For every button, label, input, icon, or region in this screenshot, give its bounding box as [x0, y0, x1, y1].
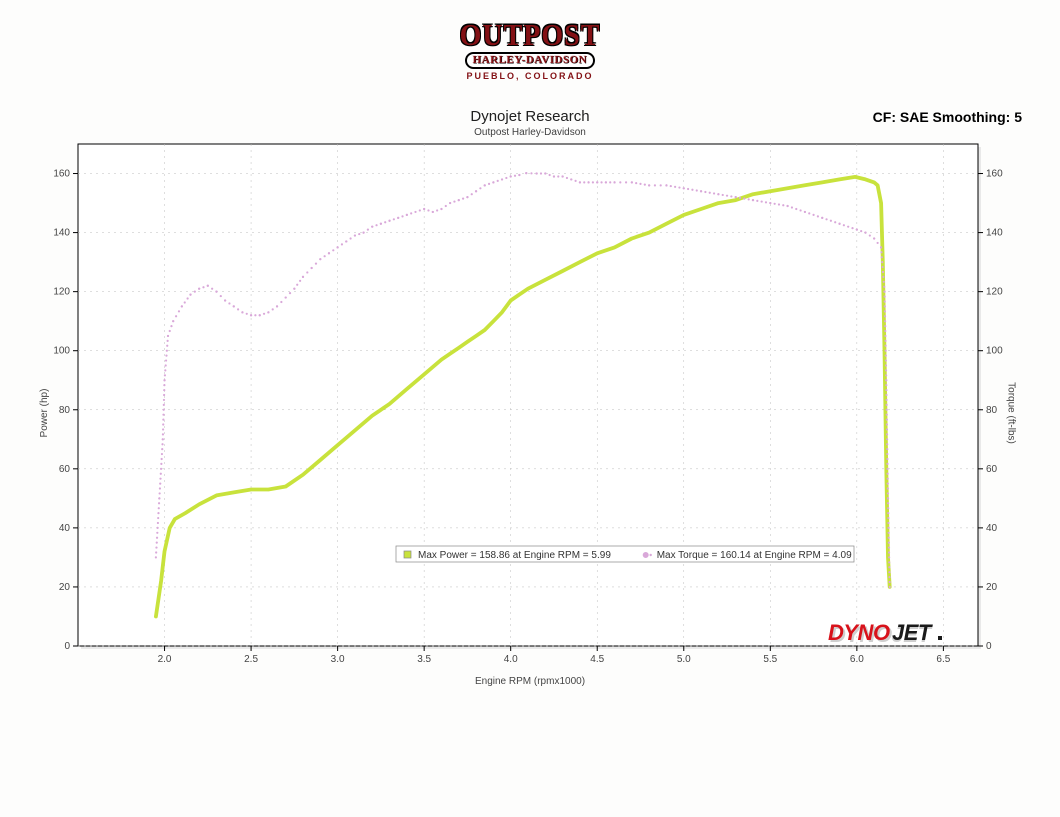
chart-svg: 0 20 40 60 80 100 120 140 160 0 20 40 60 80 100 120 140 1…	[32, 140, 1028, 670]
chart-subtitle: Outpost Harley-Davidson	[470, 127, 589, 138]
dealer-logo: OUTPOST HARLEY-DAVIDSON PUEBLO, COLORADO	[425, 22, 635, 81]
svg-text:6.5: 6.5	[936, 654, 950, 665]
svg-text:20: 20	[986, 582, 998, 593]
svg-text:40: 40	[59, 523, 71, 534]
svg-text:Max Power = 158.86 at Engine R: Max Power = 158.86 at Engine RPM = 5.99	[418, 550, 611, 561]
svg-text:100: 100	[53, 346, 70, 357]
svg-text:DYNO: DYNO	[828, 620, 890, 645]
svg-text:80: 80	[986, 405, 998, 416]
svg-text:20: 20	[59, 582, 71, 593]
svg-text:160: 160	[53, 169, 70, 180]
svg-text:60: 60	[986, 464, 998, 475]
svg-text:Max Torque = 160.14 at Engine: Max Torque = 160.14 at Engine RPM = 4.09	[657, 550, 852, 561]
svg-text:100: 100	[986, 346, 1003, 357]
y-axis-left-label: Power (hp)	[39, 388, 50, 437]
svg-text:3.5: 3.5	[417, 654, 431, 665]
svg-text:JET: JET	[892, 620, 933, 645]
svg-text:4.5: 4.5	[590, 654, 604, 665]
svg-text:0: 0	[986, 641, 992, 652]
svg-text:120: 120	[53, 287, 70, 298]
svg-text:60: 60	[59, 464, 71, 475]
logo-top-text: OUTPOST	[425, 21, 635, 52]
correction-factor-label: CF: SAE Smoothing: 5	[873, 109, 1022, 125]
svg-text:6.0: 6.0	[850, 654, 864, 665]
logo-bar-text: HARLEY-DAVIDSON	[465, 52, 595, 69]
x-axis-label: Engine RPM (rpmx1000)	[475, 676, 585, 687]
svg-text:2.0: 2.0	[158, 654, 172, 665]
svg-text:80: 80	[59, 405, 71, 416]
svg-text:5.0: 5.0	[677, 654, 691, 665]
dyno-sheet: OUTPOST HARLEY-DAVIDSON PUEBLO, COLORADO…	[0, 0, 1060, 817]
logo-sub-text: PUEBLO, COLORADO	[425, 72, 635, 81]
svg-text:160: 160	[986, 169, 1003, 180]
y-axis-right-label: Torque (ft-lbs)	[1006, 382, 1017, 444]
svg-text:120: 120	[986, 287, 1003, 298]
chart-title: Dynojet Research	[470, 108, 589, 125]
svg-text:2.5: 2.5	[244, 654, 258, 665]
svg-text:40: 40	[986, 523, 998, 534]
chart-area: Power (hp) Torque (ft-lbs) 0 20 40 60 80 100 1…	[32, 140, 1028, 685]
chart-title-block: Dynojet Research Outpost Harley-Davidson	[470, 108, 589, 138]
svg-text:140: 140	[53, 228, 70, 239]
svg-text:0: 0	[64, 641, 70, 652]
svg-text:5.5: 5.5	[763, 654, 777, 665]
svg-text:3.0: 3.0	[331, 654, 345, 665]
svg-text:4.0: 4.0	[504, 654, 518, 665]
svg-text:140: 140	[986, 228, 1003, 239]
